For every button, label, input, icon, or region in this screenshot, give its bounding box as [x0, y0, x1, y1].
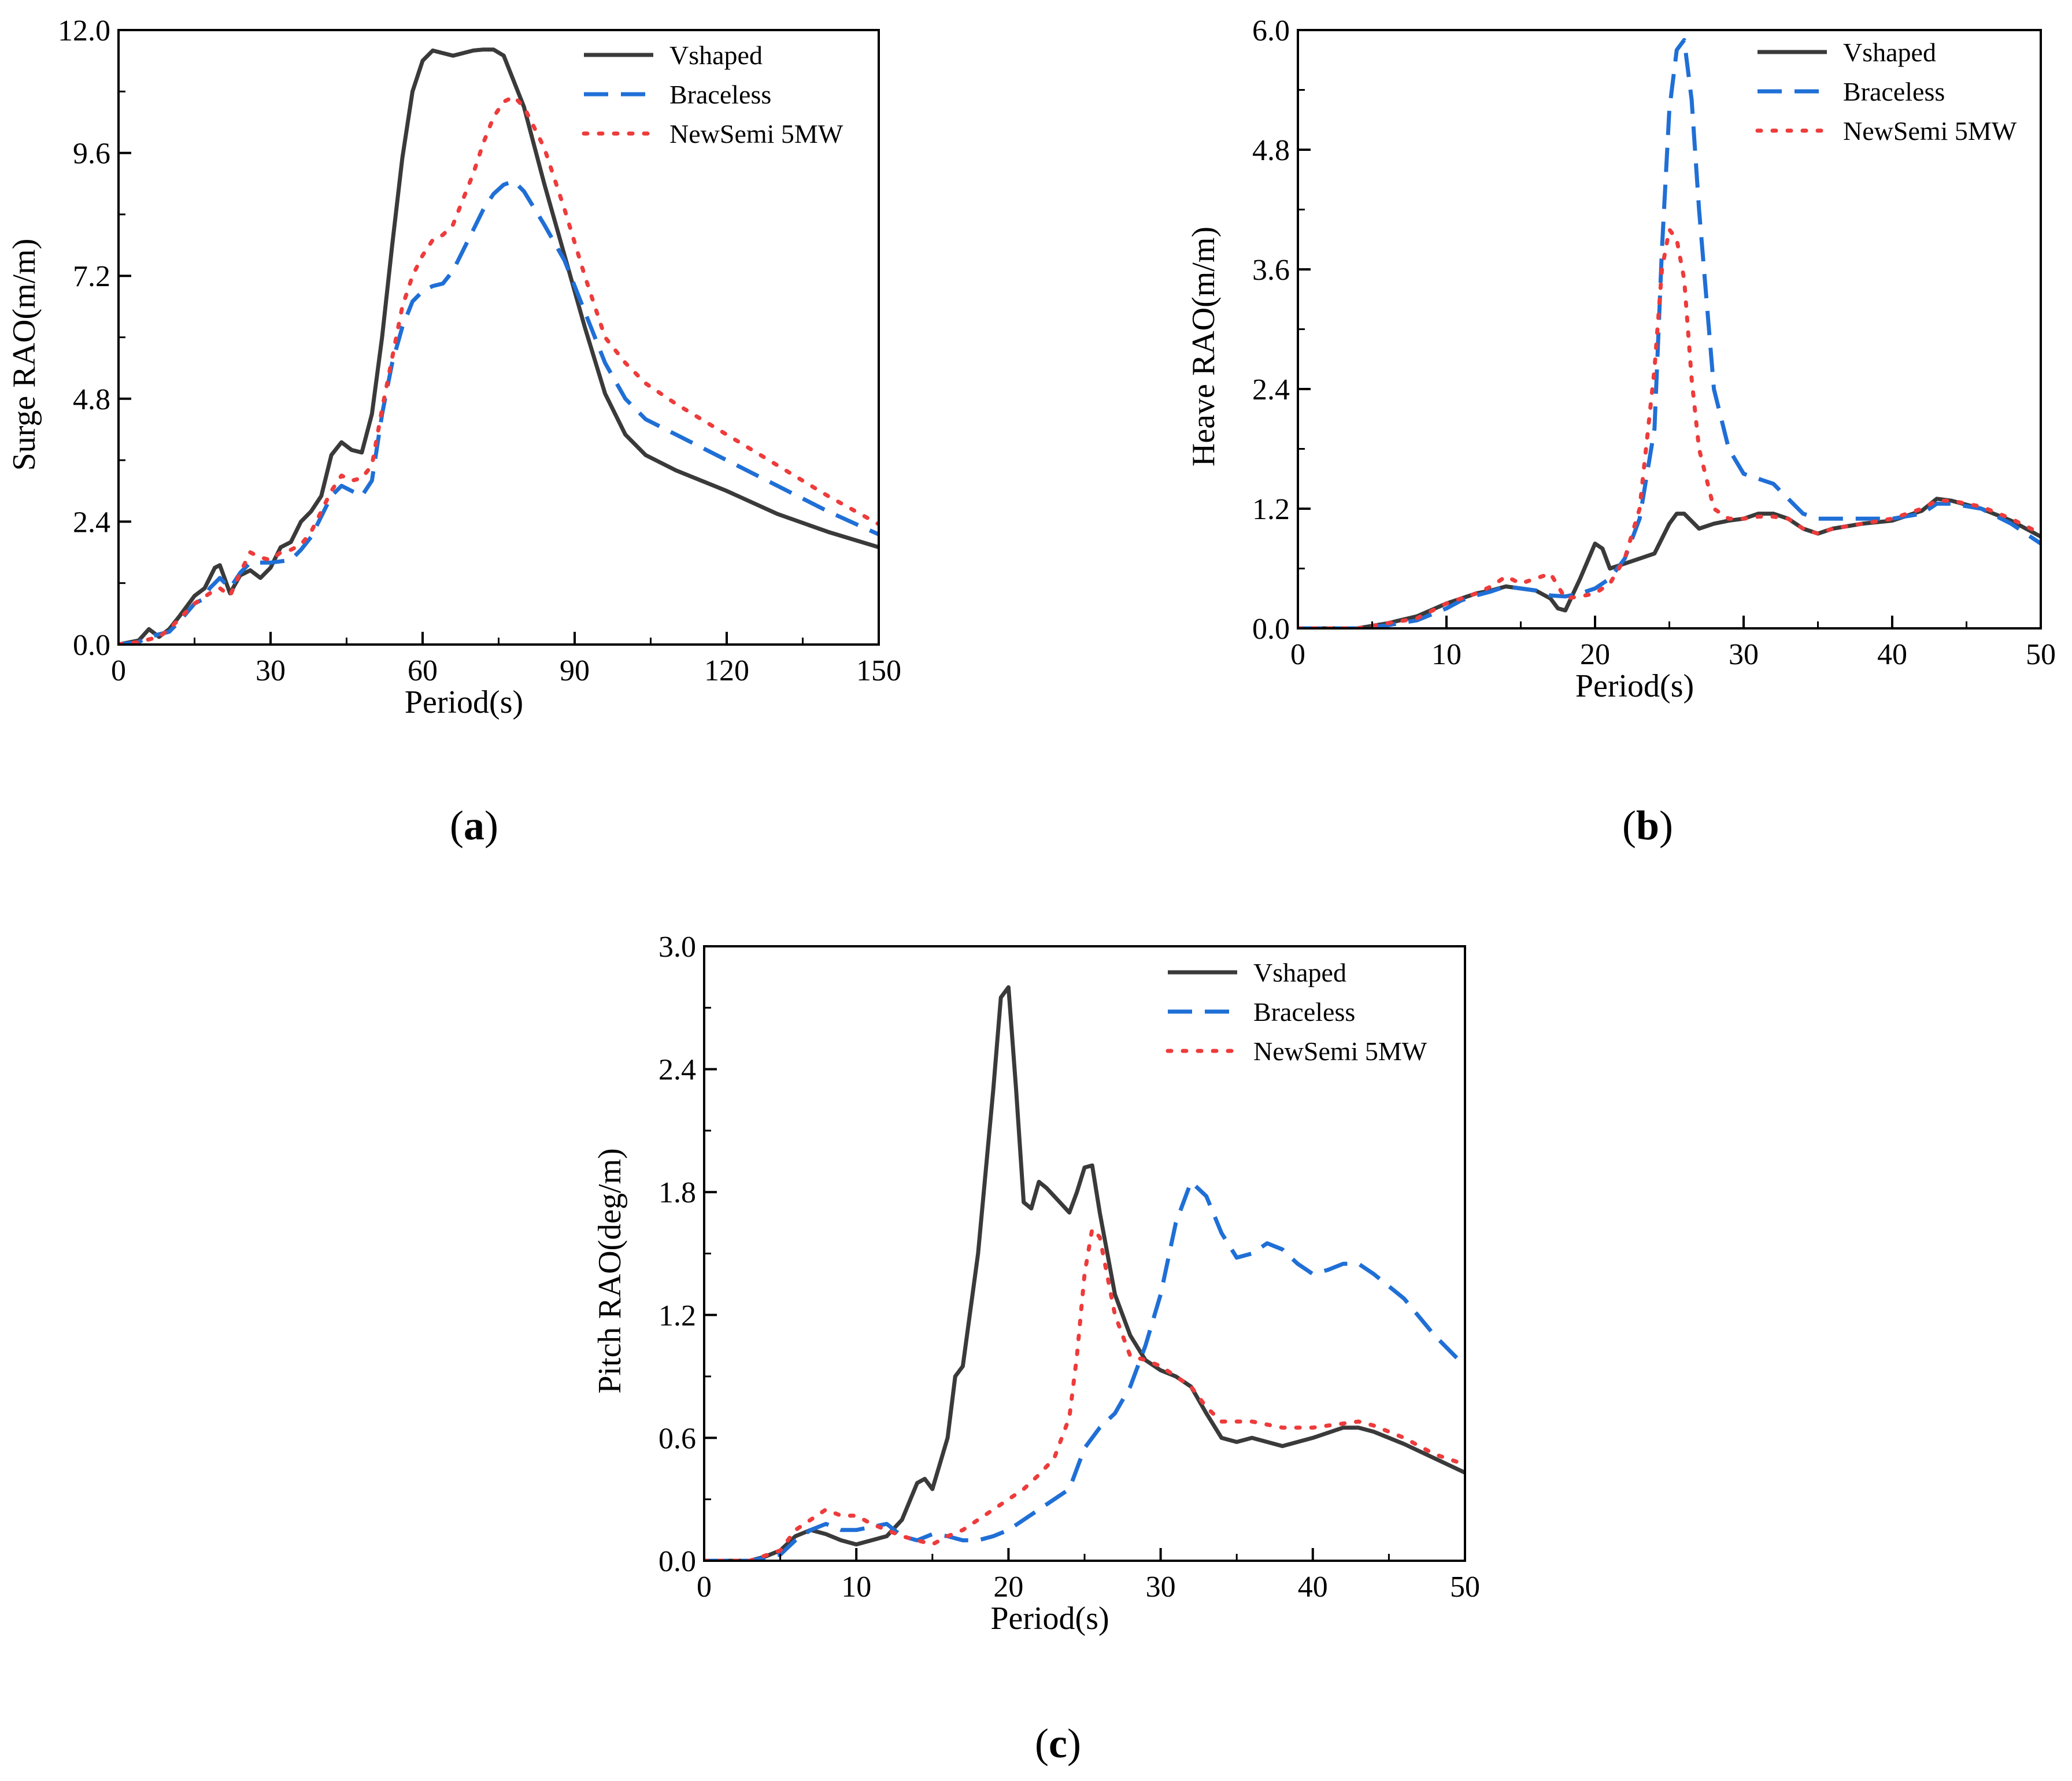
- series-line-vshaped: [1298, 497, 2041, 628]
- chart-panel-b: 0 10 20 30 40 50 0.0 1.2 2.4 3.6 4.8 6.0 Period(s) He…: [1186, 14, 2056, 849]
- legend-label: NewSemi 5MW: [1253, 1036, 1427, 1066]
- y-tick-label: 1.2: [1252, 493, 1290, 526]
- series-line-braceless: [1298, 38, 2041, 628]
- y-tick-label: 1.2: [658, 1299, 696, 1332]
- x-axis-title: Period(s): [990, 1601, 1109, 1636]
- series-line-newsemi-5mw: [704, 1227, 1465, 1561]
- series-line-braceless: [704, 1180, 1465, 1561]
- x-tick-label: 40: [1877, 638, 1907, 671]
- x-tick-label: 90: [560, 654, 590, 687]
- x-tick-label: 30: [1146, 1571, 1176, 1604]
- y-tick-label: 12.0: [58, 14, 110, 47]
- y-tick-label: 3.0: [658, 931, 696, 964]
- legend-label: Braceless: [1843, 77, 1945, 106]
- series-line-braceless: [119, 179, 879, 645]
- x-tick-label: 30: [1729, 638, 1759, 671]
- x-tick-label: 30: [256, 654, 286, 687]
- y-tick-label: 4.8: [1252, 134, 1290, 167]
- x-tick-label: 120: [704, 654, 749, 687]
- x-tick-label: 10: [841, 1571, 871, 1604]
- panel-label: (b): [1622, 802, 1673, 849]
- x-tick-label: 0: [111, 654, 126, 687]
- series-line-vshaped: [704, 985, 1465, 1561]
- x-tick-label: 0: [697, 1571, 712, 1604]
- chart-panel-a: 0 30 60 90 120 150 0.0 2.4 4.8 7.2 9.6 12.0 Period(s…: [6, 14, 901, 849]
- y-tick-label: 0.0: [73, 629, 110, 662]
- y-tick-label: 4.8: [73, 383, 110, 416]
- x-tick-label: 50: [2026, 638, 2056, 671]
- y-tick-label: 0.6: [658, 1422, 696, 1455]
- legend-label: Vshaped: [1253, 958, 1346, 987]
- y-tick-label: 7.2: [73, 260, 110, 293]
- series-line-newsemi-5mw: [119, 94, 879, 645]
- panel-label: (a): [450, 802, 498, 849]
- x-tick-label: 50: [1450, 1571, 1480, 1604]
- series-line-newsemi-5mw: [1298, 227, 2041, 628]
- legend-label: Braceless: [1253, 997, 1355, 1027]
- x-tick-label: 0: [1290, 638, 1305, 671]
- y-tick-label: 6.0: [1252, 14, 1290, 47]
- legend-label: NewSemi 5MW: [1843, 116, 2017, 146]
- x-axis-title: Period(s): [405, 684, 523, 720]
- y-tick-label: 0.0: [658, 1545, 696, 1578]
- x-axis-title: Period(s): [1575, 668, 1694, 704]
- chart-panel-c: 0 10 20 30 40 50 0.0 0.6 1.2 1.8 2.4 3.0 Period(s) Pi…: [592, 931, 1480, 1767]
- y-axis-title: Heave RAO(m/m): [1186, 227, 1222, 466]
- y-tick-label: 0.0: [1252, 613, 1290, 646]
- legend-label: Vshaped: [1843, 38, 1936, 67]
- legend-label: Braceless: [669, 80, 771, 109]
- y-axis-title: Surge RAO(m/m): [6, 239, 42, 471]
- panel-label: (c): [1035, 1720, 1081, 1767]
- y-tick-label: 9.6: [73, 138, 110, 171]
- x-tick-label: 20: [1580, 638, 1610, 671]
- x-tick-label: 10: [1431, 638, 1462, 671]
- y-tick-label: 2.4: [658, 1054, 696, 1087]
- y-tick-label: 2.4: [1252, 373, 1290, 406]
- x-tick-label: 150: [856, 654, 901, 687]
- x-tick-label: 40: [1298, 1571, 1328, 1604]
- x-tick-label: 20: [993, 1571, 1023, 1604]
- legend-label: Vshaped: [669, 40, 763, 70]
- y-tick-label: 1.8: [658, 1176, 696, 1209]
- y-tick-label: 2.4: [73, 506, 110, 539]
- y-tick-label: 3.6: [1252, 254, 1290, 287]
- x-tick-label: 60: [408, 654, 438, 687]
- y-axis-title: Pitch RAO(deg/m): [592, 1148, 628, 1394]
- legend-label: NewSemi 5MW: [669, 119, 843, 149]
